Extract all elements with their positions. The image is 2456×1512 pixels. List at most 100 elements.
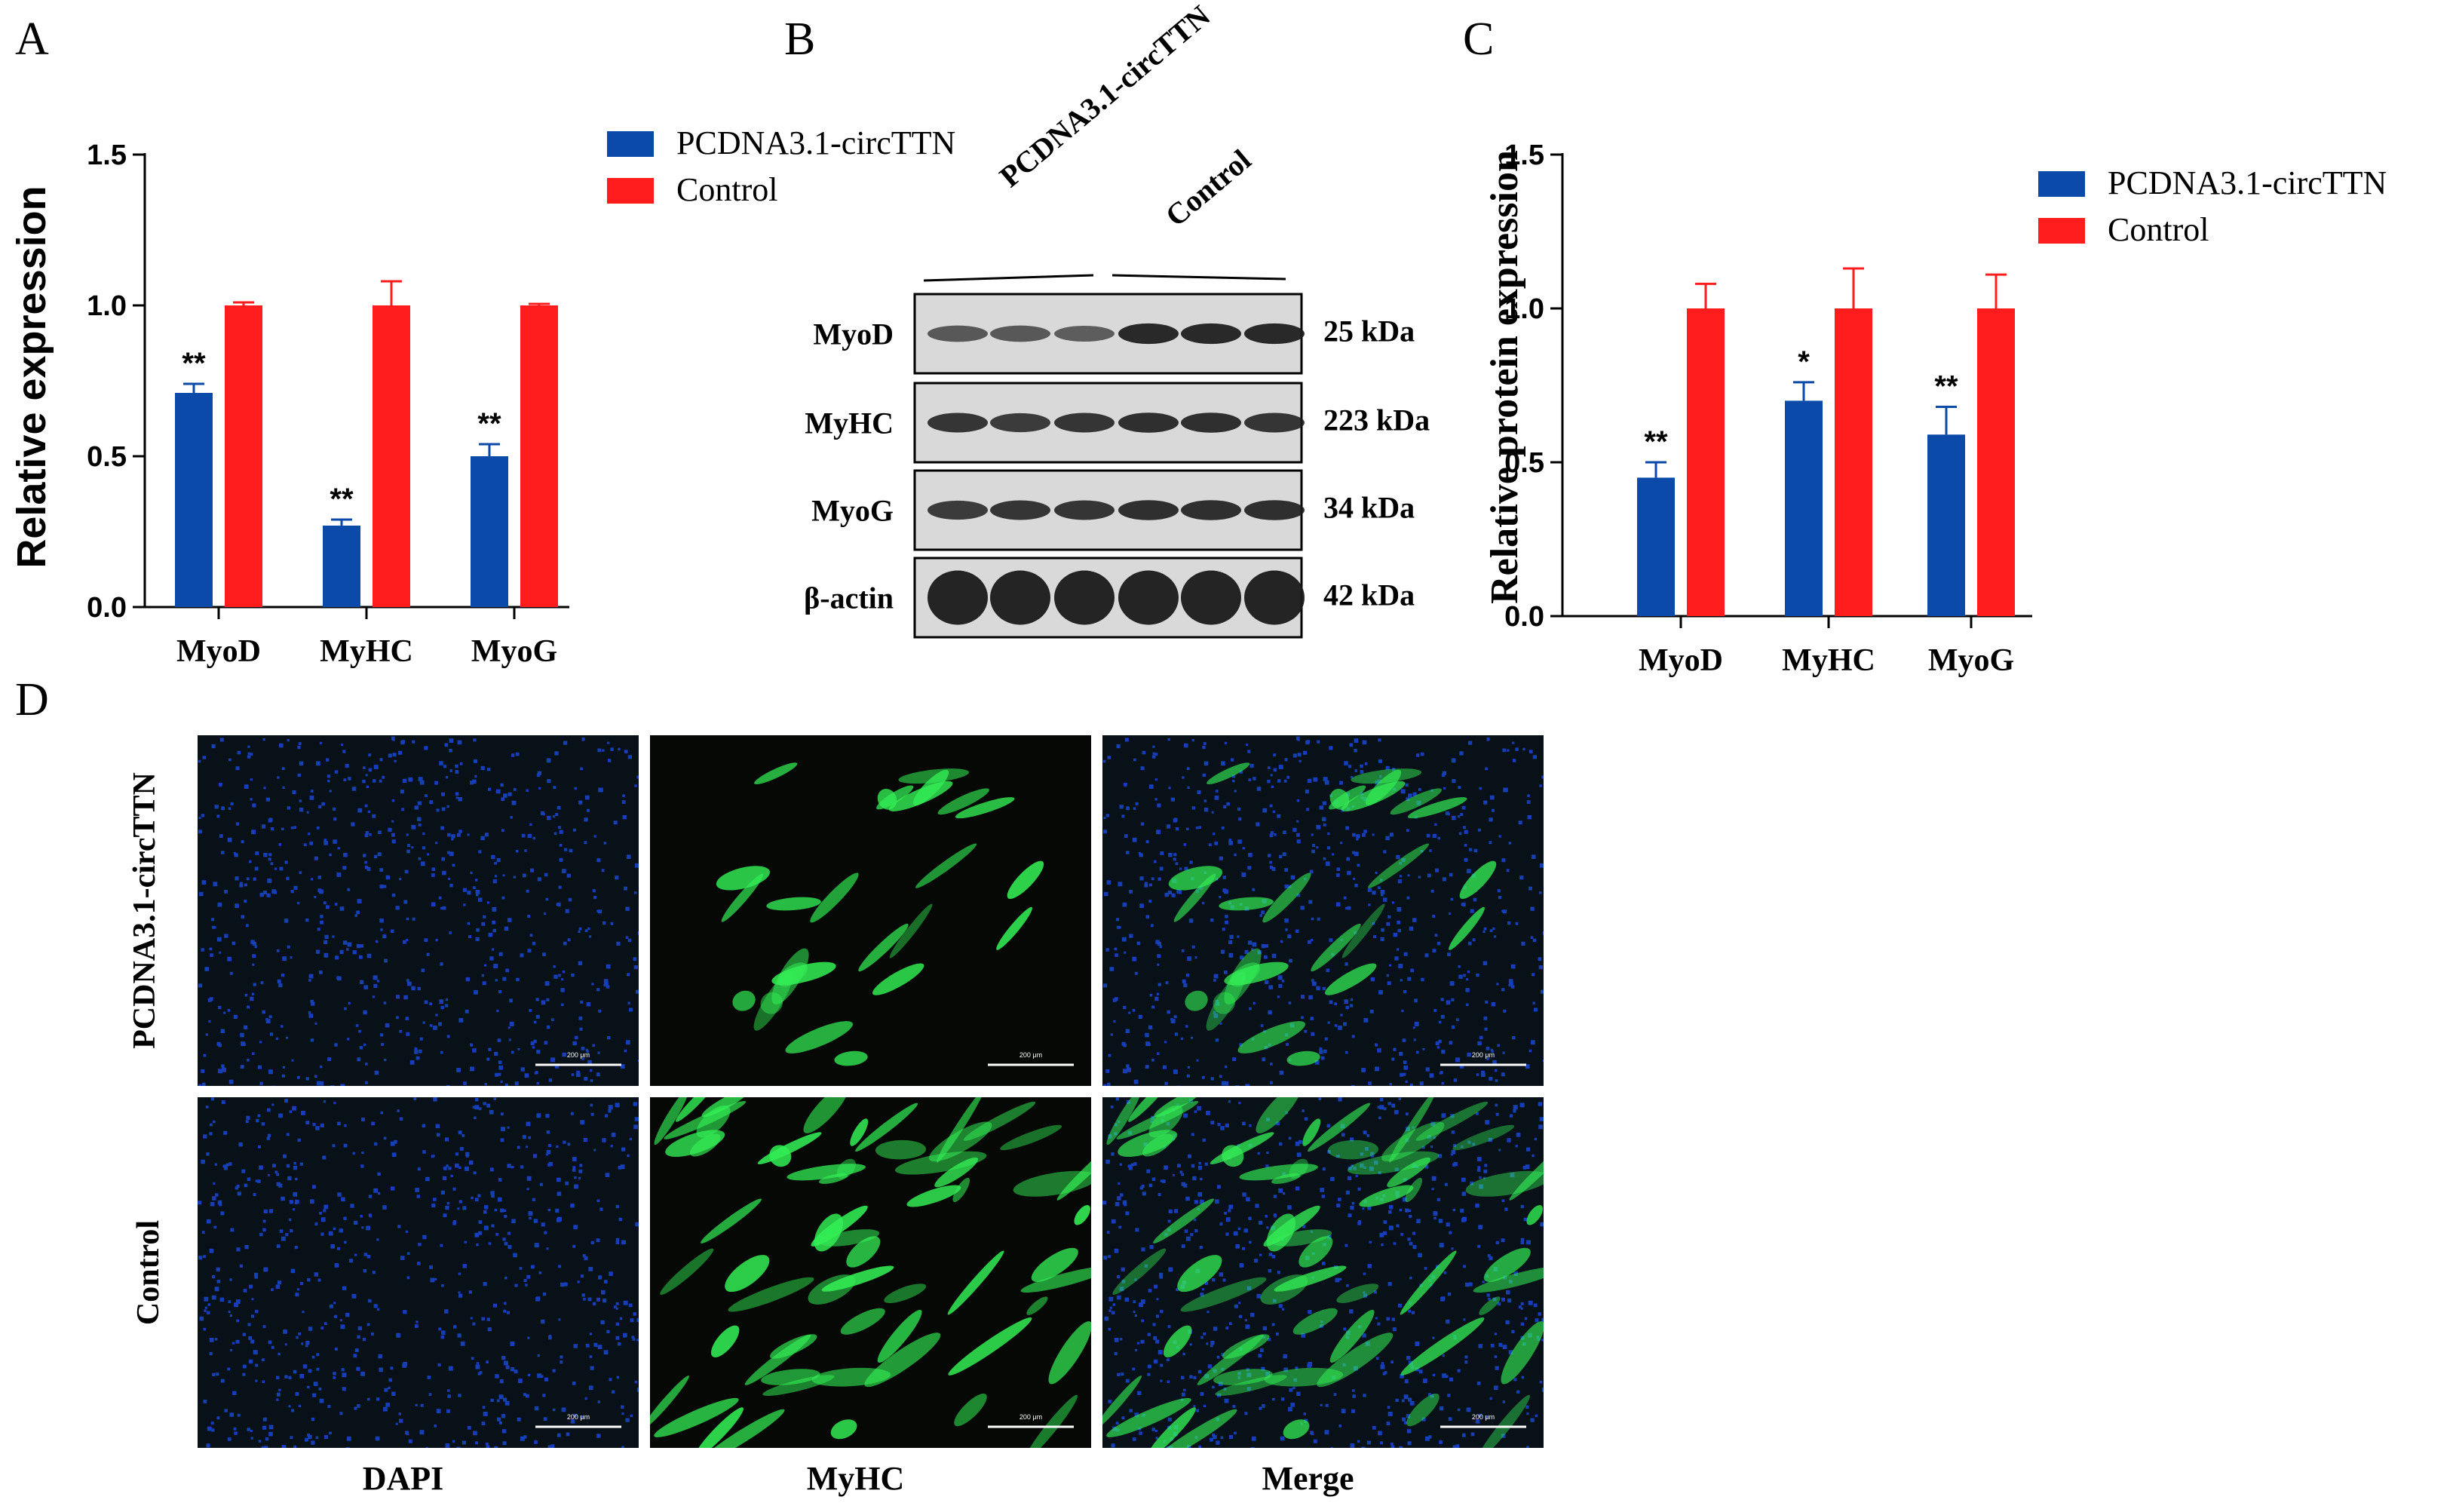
myhc-cell <box>1074 1205 1090 1225</box>
blot-band <box>990 413 1050 433</box>
blot-band <box>1054 413 1115 433</box>
blot-band <box>1118 570 1179 625</box>
immunofluorescence-panel: 200 μm 200 μm 200 μm PCDNA3.1-circTTN 200 μm… <box>127 735 1544 1497</box>
myhc-cell <box>1299 1236 1333 1268</box>
myhc-cell <box>963 1101 1036 1141</box>
myhc-cell <box>858 923 909 972</box>
myhc-cell <box>771 948 809 1005</box>
y-axis-label: Relative expression <box>9 186 54 568</box>
micrograph-background <box>1102 735 1544 1086</box>
legend-label: PCDNA3.1-circTTN <box>2108 164 2387 201</box>
myhc-cell <box>937 788 989 815</box>
myhc-cell <box>754 762 798 785</box>
myhc-cell <box>1292 1308 1338 1335</box>
panel-label-d: D <box>15 674 49 725</box>
myhc-cell <box>1180 1277 1267 1312</box>
blot-size-label: 34 kDa <box>1323 491 1415 525</box>
myhc-cell <box>1415 1101 1489 1141</box>
legend-swatch <box>607 131 654 157</box>
y-axis-label: Relative protein expression <box>1483 150 1526 604</box>
myhc-cell <box>664 1100 747 1139</box>
myhc-cell <box>1266 1213 1296 1252</box>
bar-circttn <box>1785 400 1823 616</box>
y-tick-label: 0.5 <box>1504 447 1544 479</box>
myhc-cell <box>1389 1097 1436 1163</box>
myhc-cell <box>1219 897 1274 911</box>
blot-size-label: 223 kDa <box>1323 403 1430 437</box>
scale-bar-label: 200 μm <box>567 1051 590 1059</box>
myhc-cell <box>1324 963 1377 995</box>
blot-protein-label: MyoG <box>811 494 894 528</box>
myhc-cell <box>1020 1266 1091 1293</box>
group-underline <box>1111 274 1286 281</box>
bar-control <box>1977 308 2015 616</box>
panel-label-b: B <box>784 14 815 65</box>
myhc-cell <box>1128 1097 1170 1122</box>
bar-control <box>520 305 558 607</box>
myhc-cell <box>1329 785 1366 810</box>
myhc-cell <box>710 1325 740 1357</box>
chart-a-relative-expression: 0.0 0.5 1.0 1.5 Relative expression MyoD ** MyH… <box>9 124 955 669</box>
blot-band <box>1118 323 1179 345</box>
blot-band <box>928 413 988 433</box>
blot-band <box>1054 570 1115 625</box>
scale-bar-label: 200 μm <box>1020 1051 1042 1059</box>
myhc-cell <box>654 1397 739 1437</box>
myhc-cell <box>1102 1376 1142 1430</box>
myhc-cell <box>769 1334 817 1359</box>
micrograph-merge-control: 200 μm <box>1102 1097 1544 1448</box>
myhc-cell <box>1479 1296 1501 1315</box>
myhc-cell <box>1106 1397 1191 1437</box>
myhc-cell <box>699 1409 785 1448</box>
bar-circttn <box>1927 434 1965 616</box>
myhc-cell <box>819 1173 848 1184</box>
y-tick-label: 1.0 <box>87 290 127 322</box>
myhc-cell <box>1215 1375 1287 1397</box>
panel-label-c: C <box>1463 14 1494 65</box>
myhc-cell <box>1106 1097 1142 1146</box>
bar-control <box>1687 308 1725 616</box>
blot-band <box>990 500 1050 520</box>
micrograph-column-label: Merge <box>1262 1460 1354 1497</box>
myhc-cell <box>1473 1266 1544 1293</box>
myhc-cell <box>834 1050 868 1066</box>
myhc-cell <box>855 1103 918 1152</box>
micrograph-row-label: PCDNA3.1-circTTN <box>127 772 162 1049</box>
myhc-cell <box>803 1097 849 1133</box>
blot-band <box>1118 413 1179 433</box>
myhc-cell <box>785 1021 853 1053</box>
myhc-cell <box>1348 1151 1440 1175</box>
myhc-cell <box>701 1198 762 1244</box>
blot-band <box>928 500 988 520</box>
x-tick-label: MyHC <box>320 634 413 669</box>
myhc-cell <box>1206 971 1246 1031</box>
myhc-cell <box>690 1133 721 1157</box>
myhc-cell <box>1283 1419 1310 1440</box>
nuclei <box>198 736 639 1086</box>
significance-marker: ** <box>182 347 206 380</box>
myhc-cell <box>676 1097 717 1122</box>
blot-protein-label: β-actin <box>804 581 894 615</box>
myhc-cell <box>1329 1309 1375 1363</box>
myhc-cell <box>1207 762 1250 785</box>
myhc-cell <box>1153 1198 1214 1244</box>
myhc-cell <box>912 769 949 806</box>
myhc-cell <box>1112 1248 1167 1296</box>
myhc-cell <box>937 1097 984 1163</box>
myhc-cell <box>728 1277 814 1312</box>
myhc-cell <box>1286 1050 1320 1066</box>
x-tick-label: MyoG <box>1928 643 2014 678</box>
myhc-cell <box>1224 961 1289 986</box>
y-tick-label: 0.0 <box>87 592 127 624</box>
myhc-cell <box>895 1151 987 1175</box>
legend-swatch <box>2038 218 2085 244</box>
micrograph-column-label: MyHC <box>807 1460 905 1497</box>
myhc-cell <box>1341 903 1385 958</box>
myhc-cell <box>884 1284 927 1303</box>
myhc-cell <box>1311 923 1361 972</box>
myhc-cell <box>840 1308 885 1335</box>
significance-marker: ** <box>1644 425 1668 459</box>
significance-marker: ** <box>1934 370 1958 403</box>
myhc-cell <box>1007 860 1044 900</box>
legend-swatch <box>607 178 654 204</box>
